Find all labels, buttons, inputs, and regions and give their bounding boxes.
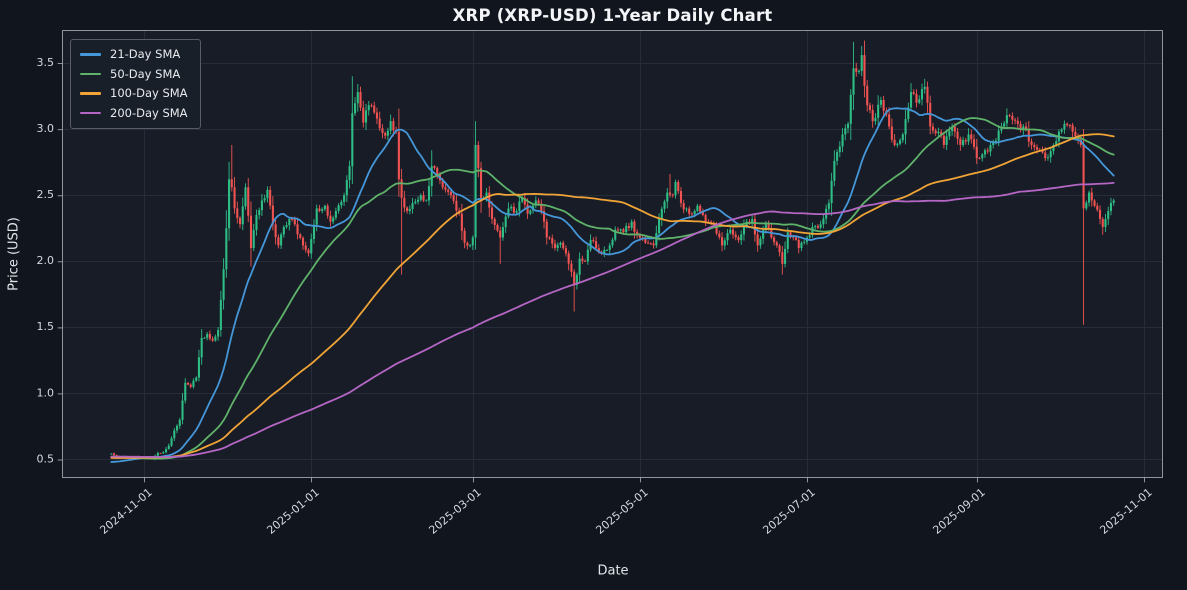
x-axis-label: Date: [597, 563, 629, 579]
legend-line-swatch: [80, 72, 101, 76]
legend-line-swatch: [80, 111, 101, 115]
legend-item-100-day-sma: 100-Day SMA: [80, 86, 188, 101]
legend-item-21-day-sma: 21-Day SMA: [80, 47, 188, 62]
chart-title: XRP (XRP-USD) 1-Year Daily Chart: [452, 6, 773, 25]
legend-label: 200-Day SMA: [110, 105, 188, 120]
legend: 21-Day SMA 50-Day SMA 100-Day SMA 200-Day S…: [70, 39, 201, 129]
legend-label: 50-Day SMA: [110, 66, 181, 81]
legend-item-200-day-sma: 200-Day SMA: [80, 106, 188, 121]
legend-line-swatch: [80, 53, 101, 56]
legend-item-50-day-sma: 50-Day SMA: [80, 67, 188, 82]
y-axis-label: Price (USD): [6, 217, 22, 291]
legend-line-swatch: [80, 92, 101, 95]
legend-label: 21-Day SMA: [110, 47, 181, 61]
legend-label: 100-Day SMA: [110, 86, 188, 100]
